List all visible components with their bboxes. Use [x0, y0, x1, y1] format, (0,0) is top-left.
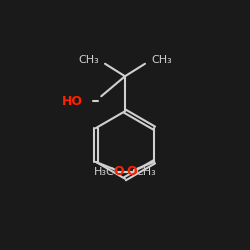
Text: H₃C: H₃C	[94, 167, 114, 177]
Text: HO: HO	[62, 95, 82, 108]
Text: CH₃: CH₃	[136, 167, 156, 177]
Text: CH₃: CH₃	[151, 55, 172, 65]
Text: CH₃: CH₃	[78, 55, 99, 65]
Text: O: O	[126, 166, 137, 178]
Text: O: O	[113, 166, 124, 178]
